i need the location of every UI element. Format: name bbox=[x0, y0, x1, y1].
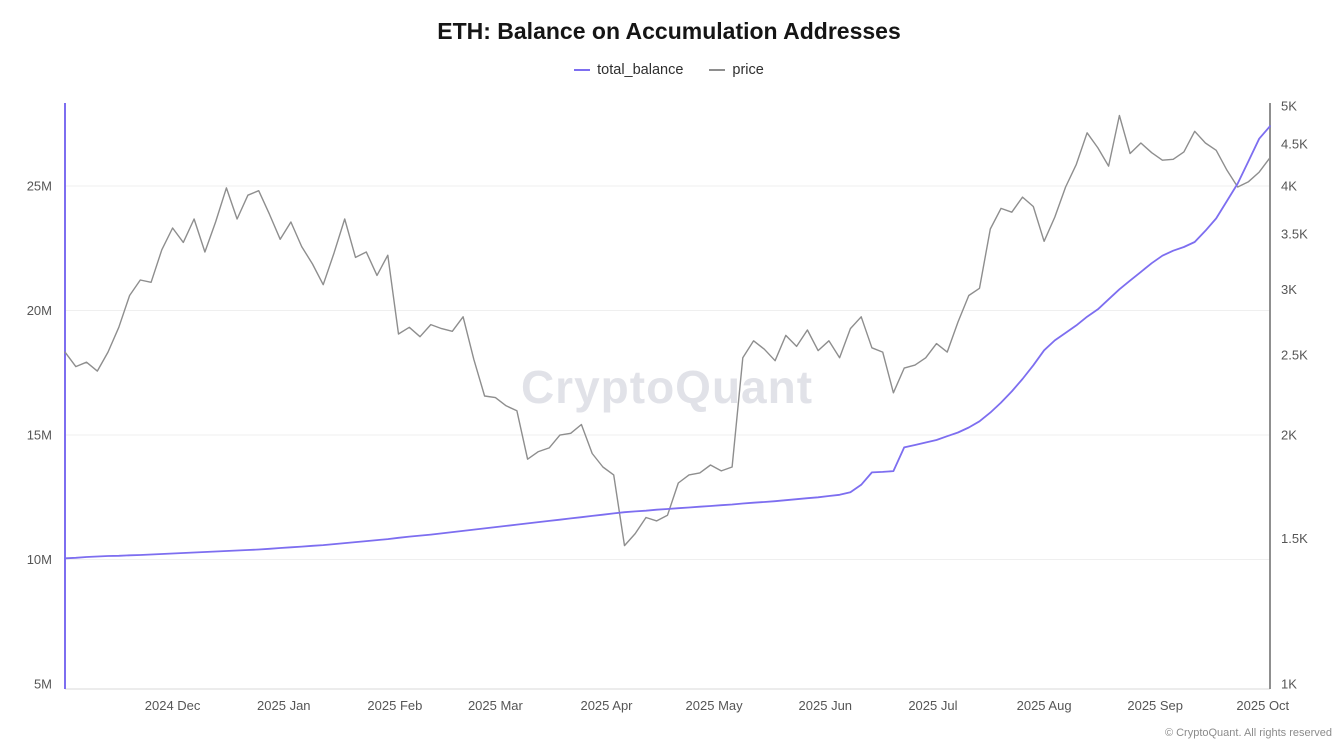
x-tick-label: 2024 Dec bbox=[145, 698, 201, 713]
y-left-tick-label: 10M bbox=[27, 552, 52, 567]
x-tick-label: 2025 May bbox=[686, 698, 744, 713]
legend: total_balance price bbox=[0, 62, 1338, 78]
x-tick-label: 2025 Sep bbox=[1127, 698, 1183, 713]
legend-label-total-balance: total_balance bbox=[597, 62, 684, 78]
y-right-tick-label: 1.5K bbox=[1281, 531, 1308, 546]
x-tick-label: 2025 Apr bbox=[580, 698, 633, 713]
legend-item-price[interactable]: price bbox=[709, 62, 764, 78]
y-left-tick-label: 15M bbox=[27, 428, 52, 443]
y-right-tick-label: 3K bbox=[1281, 282, 1297, 297]
y-left-tick-label: 25M bbox=[27, 179, 52, 194]
copyright-footer: © CryptoQuant. All rights reserved bbox=[1164, 727, 1332, 739]
x-tick-label: 2025 Aug bbox=[1017, 698, 1072, 713]
y-right-tick-label: 4.5K bbox=[1281, 136, 1308, 151]
chart-title: ETH: Balance on Accumulation Addresses bbox=[437, 18, 901, 44]
y-right-tick-label: 2.5K bbox=[1281, 347, 1308, 362]
y-right-tick-label: 4K bbox=[1281, 179, 1297, 194]
x-tick-label: 2025 Oct bbox=[1236, 698, 1289, 713]
x-tick-label: 2025 Jun bbox=[799, 698, 853, 713]
x-tick-label: 2025 Jan bbox=[257, 698, 311, 713]
x-tick-label: 2025 Feb bbox=[367, 698, 422, 713]
x-tick-label: 2025 Mar bbox=[468, 698, 524, 713]
series-total_balance-line bbox=[64, 125, 1271, 560]
legend-label-price: price bbox=[732, 62, 764, 78]
y-right-tick-label: 3.5K bbox=[1281, 227, 1308, 242]
y-right-tick-label: 2K bbox=[1281, 428, 1297, 443]
y-left-tick-label: 20M bbox=[27, 303, 52, 318]
y-left-tick-label: 5M bbox=[34, 677, 52, 692]
y-right-tick-label: 1K bbox=[1281, 677, 1297, 692]
price-line-swatch bbox=[709, 69, 726, 71]
legend-item-total-balance[interactable]: total_balance bbox=[574, 62, 683, 78]
y-right-tick-label: 5K bbox=[1281, 99, 1297, 114]
x-tick-label: 2025 Jul bbox=[908, 698, 957, 713]
series-price-line bbox=[64, 114, 1271, 547]
total-balance-line-swatch bbox=[574, 69, 591, 71]
